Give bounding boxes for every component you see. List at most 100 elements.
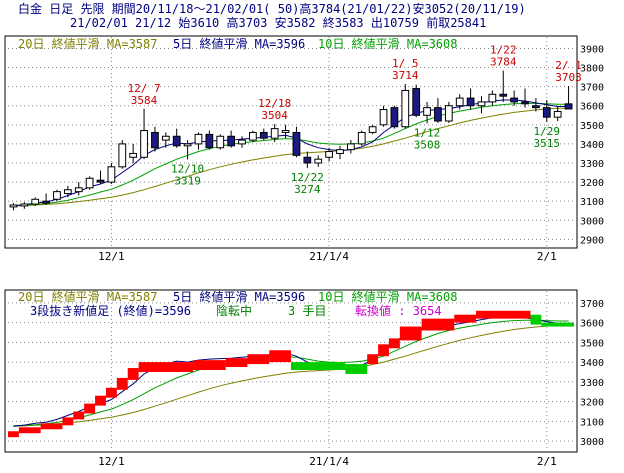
candle-down <box>151 131 159 149</box>
candle-up <box>553 110 562 118</box>
reversal-value: 転換値 : 3654 <box>355 303 442 318</box>
header-line-2: 21/02/01 21/12 始3610 高3703 安3582 終3583 出… <box>70 15 486 30</box>
candle-up <box>270 128 279 139</box>
brick-up <box>421 318 455 331</box>
break-chart-frame <box>4 289 578 453</box>
candle-up <box>368 126 377 133</box>
high-date-label: 1/22 <box>490 44 517 57</box>
candle-up <box>249 131 257 141</box>
candle-down <box>227 135 236 147</box>
candle-up <box>9 204 18 208</box>
break-ma5-line <box>13 316 569 427</box>
y-tick-label: 3100 <box>580 417 604 428</box>
y-tick-label: 3700 <box>580 299 604 310</box>
candle-up <box>401 89 410 128</box>
y-tick-label: 3400 <box>580 358 604 369</box>
x-tick-label: 21/1/4 <box>309 250 349 263</box>
break-ma20-line <box>13 324 569 427</box>
three-line-break-label: 3段抜き新値足 (終値)=3596 <box>30 303 191 318</box>
brick-up <box>367 354 379 365</box>
y-tick-label: 3900 <box>580 44 604 55</box>
legend-ma20: 20日 終値平滑 MA=3587 <box>18 36 157 51</box>
candle-up <box>74 187 83 193</box>
reversal-status: 陰転中 <box>216 303 252 318</box>
x-tick-label: 21/1/4 <box>309 455 349 468</box>
y-tick-label: 3600 <box>580 319 604 330</box>
high-date-label: 12/ 7 <box>127 82 160 95</box>
high-date-label: 2/ 1 <box>555 59 582 72</box>
y-tick-label: 3300 <box>580 159 604 170</box>
low-date-label: 1/29 <box>534 125 561 138</box>
ma5-line <box>13 99 569 207</box>
candle-up <box>238 139 246 145</box>
price-chart-candles <box>9 70 573 211</box>
low-date-label: 12/22 <box>291 171 324 184</box>
candle-up <box>140 130 148 158</box>
candle-down <box>466 97 475 107</box>
break-chart-y-ticks: 3700 3600 3500 3400 3300 3200 3100 3000 <box>580 299 604 448</box>
candle-up <box>423 107 431 116</box>
low-value-label: 3508 <box>414 138 441 151</box>
legend2-ma5: 5日 終値平滑 MA=3596 <box>173 289 305 304</box>
high-value-label: 3504 <box>261 109 288 122</box>
brick-down <box>291 362 346 371</box>
candle-up <box>488 93 497 103</box>
candle-up <box>336 149 344 154</box>
low-date-label: 1/12 <box>414 126 441 139</box>
x-tick-label: 2/1 <box>537 455 557 468</box>
candle-down <box>96 179 105 183</box>
low-value-label: 3274 <box>294 183 321 196</box>
brick-up <box>105 387 117 398</box>
candle-up <box>183 143 192 147</box>
candle-up <box>216 135 225 149</box>
legend-ma5: 5日 終値平滑 MA=3596 <box>173 36 305 51</box>
brick-up <box>84 403 96 414</box>
candle-down <box>564 103 573 110</box>
high-date-label: 12/18 <box>258 97 291 110</box>
ma20-line <box>13 107 569 207</box>
candle-down <box>390 107 399 128</box>
ma10-line <box>13 102 569 206</box>
price-chart-y-ticks: 3900 3800 3700 3600 3500 3400 3300 3200 3100 3000… <box>580 44 604 246</box>
candle-up <box>129 152 138 158</box>
candle-up <box>314 158 323 164</box>
candle-up <box>444 105 453 122</box>
price-chart-frame <box>4 35 578 249</box>
header-line-1: 白金 日足 先限 期間20/11/18～21/02/01( 50)高3784(2… <box>18 1 526 16</box>
low-value-label: 3515 <box>534 137 561 150</box>
brick-up <box>116 377 128 390</box>
y-tick-label: 3600 <box>580 102 604 113</box>
candle-up <box>63 189 72 195</box>
brick-up <box>193 360 226 371</box>
legend-ma10: 10日 終値平滑 MA=3608 <box>318 36 457 51</box>
brick-up <box>8 431 19 438</box>
candle-up <box>161 135 170 141</box>
candle-up <box>477 101 486 107</box>
candle-down <box>42 200 50 204</box>
brick-up <box>399 326 422 341</box>
brick-up <box>95 395 106 406</box>
x-tick-label: 12/1 <box>98 455 125 468</box>
price-chart-x-ticks: 12/1 21/1/4 2/1 <box>98 250 557 263</box>
high-value-label: 3714 <box>392 69 419 82</box>
candle-down <box>521 101 529 105</box>
brick-up <box>62 417 74 426</box>
brick-up <box>247 354 270 365</box>
y-tick-label: 3800 <box>580 64 604 75</box>
y-tick-label: 3000 <box>580 216 604 227</box>
low-date-label: 12/10 <box>171 162 204 175</box>
y-tick-label: 3400 <box>580 140 604 151</box>
y-tick-label: 3500 <box>580 121 604 132</box>
x-tick-label: 12/1 <box>98 250 125 263</box>
legend2-ma10: 10日 終値平滑 MA=3608 <box>318 289 457 304</box>
brick-down <box>541 322 574 327</box>
move-count: 3 手目 <box>288 304 326 318</box>
brick-up <box>73 411 85 420</box>
high-date-label: 1/ 5 <box>392 57 419 70</box>
brick-up <box>378 344 389 357</box>
candle-up <box>346 143 355 151</box>
high-value-label: 3584 <box>131 94 158 107</box>
break-chart-bricks <box>8 310 574 438</box>
